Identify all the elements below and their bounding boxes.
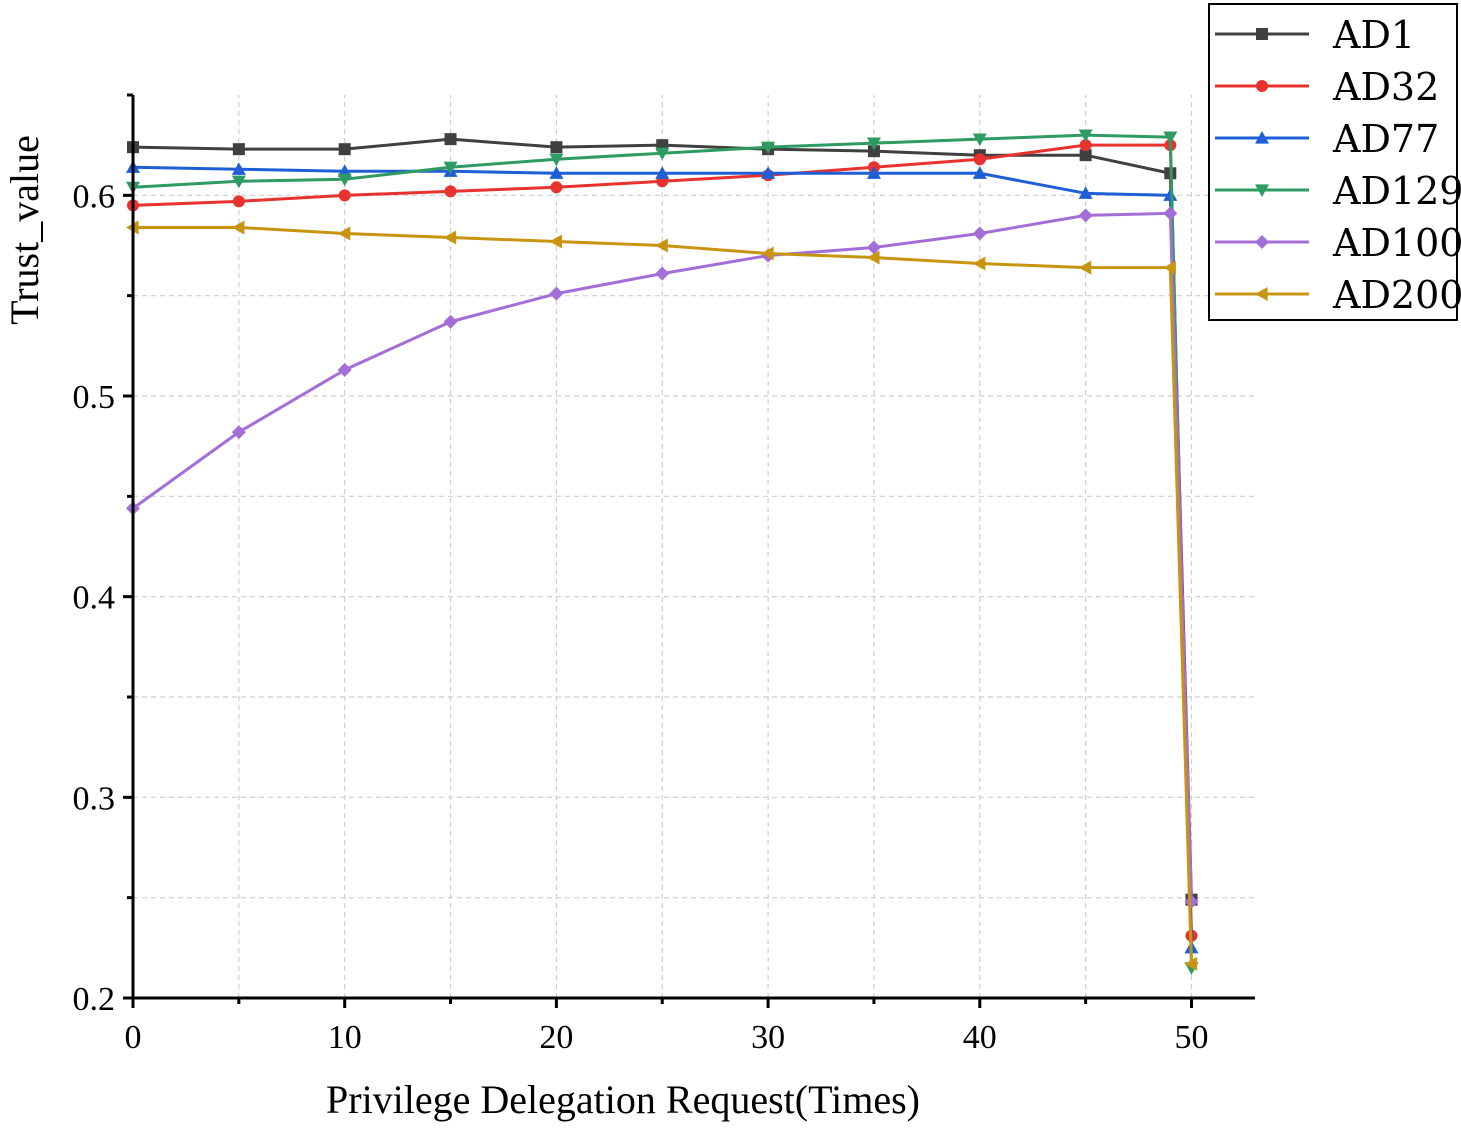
data-point-ad32 xyxy=(232,195,245,208)
data-point-ad1 xyxy=(1079,149,1092,162)
x-tick-label: 50 xyxy=(1174,1019,1208,1056)
data-point-ad1 xyxy=(338,143,351,156)
legend: AD1 AD32 AD77 AD129 AD100 AD200 xyxy=(1208,3,1461,321)
legend-swatch-marker xyxy=(1255,287,1268,301)
axes xyxy=(131,95,1255,1000)
y-tick-label: 0.3 xyxy=(73,780,116,817)
data-point-ad77 xyxy=(231,162,246,175)
y-tick-label: 0.6 xyxy=(73,178,116,215)
data-point-ad129 xyxy=(761,141,776,155)
data-point-ad77 xyxy=(866,166,881,179)
data-point-ad77 xyxy=(761,166,776,179)
legend-label: AD32 xyxy=(1332,65,1439,109)
data-point-ad32 xyxy=(1079,139,1092,152)
data-point-ad200 xyxy=(1184,956,1198,971)
series-line-ad200 xyxy=(133,225,1193,964)
grid xyxy=(133,95,1255,998)
data-point-ad77 xyxy=(1078,186,1093,199)
x-tick-label: 10 xyxy=(328,1019,362,1056)
data-point-ad100 xyxy=(549,286,564,301)
legend-label: AD129 xyxy=(1332,169,1461,213)
y-axis-title: Trust_value xyxy=(2,135,47,325)
data-point-ad200 xyxy=(443,230,457,245)
data-point-ad100 xyxy=(655,266,670,281)
legend-label: AD1 xyxy=(1332,13,1415,57)
series-ad1 xyxy=(127,133,1198,906)
data-point-ad100 xyxy=(972,226,987,241)
data-point-ad129 xyxy=(1163,131,1178,145)
x-tick-label: 20 xyxy=(539,1019,573,1056)
data-point-ad129 xyxy=(655,147,670,161)
data-point-ad129 xyxy=(972,133,987,147)
series-layer xyxy=(126,129,1199,975)
legend-swatch-marker xyxy=(1255,184,1269,197)
legend-item-ad129: AD129 xyxy=(1215,169,1461,213)
data-point-ad200 xyxy=(866,250,880,265)
series-line-ad32 xyxy=(132,143,1193,936)
legend-box xyxy=(1208,3,1458,321)
data-point-ad32 xyxy=(973,153,986,166)
data-point-ad129 xyxy=(337,173,352,187)
y-tick-label: 0.5 xyxy=(73,379,116,416)
legend-label: AD200 xyxy=(1332,273,1461,317)
data-point-ad200 xyxy=(761,246,774,261)
legend-swatch-marker xyxy=(1256,28,1268,40)
data-point-ad200 xyxy=(972,256,986,271)
x-tick-label: 30 xyxy=(751,1019,785,1056)
data-point-ad1 xyxy=(444,133,457,146)
data-point-ad77 xyxy=(972,166,987,179)
series-line-ad129 xyxy=(132,133,1193,968)
x-tick-label: 0 xyxy=(125,1019,142,1056)
data-point-ad1 xyxy=(232,143,245,156)
legend-swatch-marker xyxy=(1255,235,1269,249)
series-line-ad100 xyxy=(132,211,1193,902)
data-point-ad129 xyxy=(866,137,881,151)
y-tick-label: 0.4 xyxy=(73,580,116,617)
series-line-ad1 xyxy=(132,137,1193,900)
data-point-ad200 xyxy=(655,238,668,253)
data-point-ad129 xyxy=(549,153,564,167)
legend-item-ad100: AD100 xyxy=(1215,221,1461,265)
legend-item-ad200: AD200 xyxy=(1215,273,1461,317)
series-line-ad77 xyxy=(132,165,1193,948)
legend-swatch-marker xyxy=(1255,131,1269,144)
legend-item-ad32: AD32 xyxy=(1215,65,1439,109)
data-point-ad200 xyxy=(1163,260,1176,275)
data-point-ad32 xyxy=(550,181,563,194)
data-point-ad200 xyxy=(231,220,245,235)
series-ad100 xyxy=(126,206,1199,909)
data-point-ad129 xyxy=(443,161,458,175)
data-point-ad129 xyxy=(231,175,246,189)
data-point-ad100 xyxy=(443,314,458,329)
data-point-ad100 xyxy=(1163,206,1178,221)
data-point-ad129 xyxy=(1078,129,1093,143)
data-point-ad77 xyxy=(549,166,564,179)
series-ad129 xyxy=(126,129,1199,975)
data-point-ad100 xyxy=(1078,208,1093,223)
data-point-ad100 xyxy=(231,425,246,440)
data-point-ad77 xyxy=(655,166,670,179)
data-point-ad1 xyxy=(867,145,880,158)
ticks: 0 10 20 30 40 50 0.2 0.3 0.4 0.5 0.6 xyxy=(73,93,1208,1056)
legend-label: AD100 xyxy=(1332,221,1461,265)
legend-item-ad1: AD1 xyxy=(1215,13,1415,57)
y-tick-label: 0.2 xyxy=(73,981,116,1018)
data-point-ad200 xyxy=(549,234,562,249)
data-point-ad32 xyxy=(444,185,457,198)
x-tick-label: 40 xyxy=(963,1019,997,1056)
data-point-ad1 xyxy=(550,141,563,154)
data-point-ad200 xyxy=(337,226,351,241)
legend-label: AD77 xyxy=(1332,117,1439,161)
legend-swatch-marker xyxy=(1256,80,1268,92)
data-point-ad100 xyxy=(337,362,352,377)
data-point-ad200 xyxy=(1078,260,1092,275)
data-point-ad32 xyxy=(338,189,351,202)
data-point-ad100 xyxy=(1184,894,1199,909)
series-ad200 xyxy=(126,220,1198,971)
data-point-ad100 xyxy=(866,240,881,255)
legend-item-ad77: AD77 xyxy=(1215,117,1439,161)
x-axis-title: Privilege Delegation Request(Times) xyxy=(326,1077,920,1122)
